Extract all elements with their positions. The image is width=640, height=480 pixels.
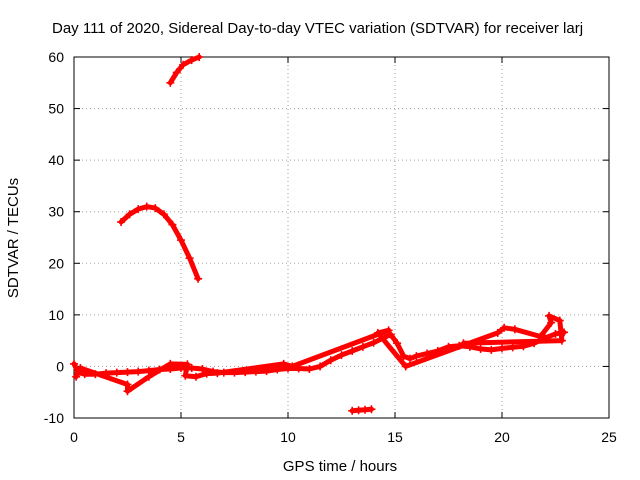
baseline-point — [399, 352, 408, 361]
x-tick-label: 15 — [387, 429, 403, 445]
mid-arc-point — [177, 236, 185, 245]
scatter-extra-point — [500, 323, 509, 332]
top-arc-point — [179, 60, 188, 69]
baseline-point — [348, 346, 357, 355]
baseline-point — [487, 345, 496, 354]
scatter-extra-point — [213, 369, 222, 378]
mid-arc-point — [117, 218, 126, 227]
mid-arc-point — [142, 202, 151, 211]
baseline-point — [476, 344, 485, 353]
baseline-point — [551, 329, 560, 338]
y-tick-label: -10 — [44, 410, 64, 426]
baseline-point — [305, 365, 314, 374]
baseline-point — [405, 354, 414, 363]
baseline-point — [316, 362, 325, 371]
scatter-extra-point — [401, 362, 410, 371]
scatter-extra-point — [536, 332, 545, 341]
scatter-extra-point — [547, 318, 556, 327]
y-tick-label: 0 — [56, 358, 64, 374]
scatter-extra-point — [72, 372, 81, 381]
top-arc-point — [187, 56, 196, 65]
x-tick-label: 25 — [601, 429, 617, 445]
baseline-point — [326, 356, 335, 365]
top-arc-point — [172, 68, 181, 77]
axis-ticks — [73, 56, 610, 419]
mid-arc-band — [118, 204, 201, 282]
y-tick-label: 40 — [48, 152, 64, 168]
mid-arc-point — [151, 204, 160, 213]
top-arc-point — [195, 53, 204, 61]
scatter-extra-point — [493, 328, 502, 337]
baseline-point — [70, 359, 78, 368]
scatter-extra-point — [555, 316, 564, 325]
y-tick-label: 10 — [48, 307, 64, 323]
scatter-extra-point — [202, 369, 211, 378]
grid — [74, 57, 609, 418]
scatter-extra-point — [166, 359, 175, 368]
y-tick-label: 20 — [48, 255, 64, 271]
scatter-extra-point — [557, 336, 566, 345]
y-tick-labels: -10 0 10 20 30 40 50 60 — [44, 49, 64, 426]
scatter-extra-point — [288, 362, 297, 371]
baseline-point — [198, 365, 207, 374]
baseline-point — [393, 339, 402, 348]
data-points — [70, 53, 569, 415]
baseline-point — [386, 330, 395, 339]
scatter-extra-point — [279, 359, 288, 368]
scatter-extra-point — [123, 387, 132, 396]
scatter-extra-point — [510, 325, 519, 334]
top-arc-point — [166, 78, 175, 87]
scatter-extra-point — [76, 363, 85, 372]
y-tick-label: 50 — [48, 101, 64, 117]
baseline-point — [123, 368, 132, 377]
y-tick-label: 30 — [48, 204, 64, 220]
y-axis-title: SDTVAR / TECUs — [5, 178, 22, 298]
scatter-extra-point — [373, 328, 382, 337]
y-tick-label: 60 — [48, 49, 64, 65]
x-tick-labels: 0 5 10 15 20 25 — [70, 429, 617, 445]
scatter-extra-point — [181, 371, 190, 380]
baseline-point — [498, 344, 506, 353]
scatter-extra-point — [545, 311, 554, 320]
x-tick-label: 5 — [177, 429, 185, 445]
scatter-extra-point — [384, 326, 393, 335]
chart-title: Day 111 of 2020, Sidereal Day-to-day VTE… — [52, 20, 583, 37]
scatter-extra-point — [183, 360, 192, 369]
low-dip-point — [367, 405, 376, 414]
scatter-extra-point — [459, 339, 468, 348]
baseline-point — [412, 352, 421, 361]
mid-arc-point — [159, 210, 168, 219]
baseline-point — [112, 368, 121, 377]
x-tick-label: 0 — [70, 429, 78, 445]
baseline-point — [134, 367, 143, 376]
mid-arc-point — [125, 210, 134, 219]
mid-arc-point — [194, 274, 203, 283]
scatter-extra-point — [144, 372, 153, 381]
baseline-point — [508, 343, 517, 352]
mid-arc-point — [185, 254, 194, 263]
x-axis-title: GPS time / hours — [283, 458, 397, 475]
mid-arc-point — [134, 205, 143, 214]
x-tick-label: 20 — [494, 429, 510, 445]
baseline-point — [358, 342, 367, 351]
mid-arc-point — [168, 220, 177, 229]
scatter-extra-point — [123, 380, 132, 389]
baseline-point — [369, 338, 378, 347]
plot-frame — [73, 56, 610, 419]
x-tick-label: 10 — [280, 429, 296, 445]
scatter-extra-point — [191, 372, 200, 381]
baseline-point — [337, 351, 346, 360]
